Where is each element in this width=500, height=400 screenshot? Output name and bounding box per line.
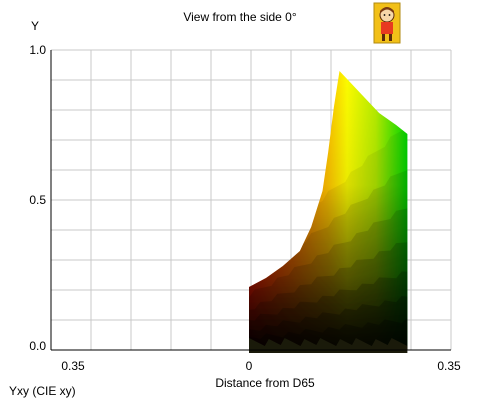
brightness-band (249, 208, 408, 350)
brightness-band (249, 242, 408, 350)
y-tick-label-top: 1.0 (29, 43, 46, 57)
x-tick-label-right: 0.35 (437, 359, 461, 373)
chart-title: View from the side 0° (183, 10, 296, 24)
y-tick-label-mid: 0.5 (29, 193, 46, 207)
y-tick-label-bottom: 0.0 (29, 339, 46, 353)
brightness-band (249, 170, 408, 350)
brightness-band (249, 120, 408, 350)
y-axis-label: Y (31, 19, 39, 33)
gamut-area (249, 71, 408, 353)
color-space-label: Yxy (CIE xy) (9, 384, 76, 398)
cartoon-character-icon (373, 2, 401, 44)
x-tick-label-center: 0 (246, 359, 253, 373)
brightness-band (249, 296, 408, 350)
brightness-band (249, 271, 408, 350)
gamut-brightness-bands (249, 120, 408, 350)
x-tick-label-left: 0.35 (61, 359, 85, 373)
dark-base (249, 338, 408, 353)
x-axis-label: Distance from D65 (215, 376, 315, 390)
